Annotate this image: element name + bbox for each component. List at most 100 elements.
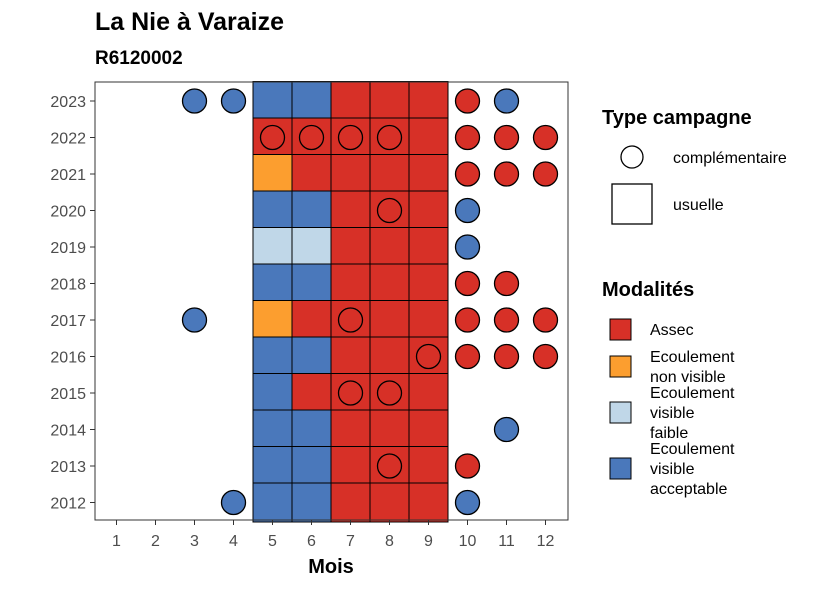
legend: Type campagne complémentaire usuelle Modali… (602, 107, 787, 498)
point-2015-8 (376, 380, 403, 406)
cell-2018-8 (369, 263, 410, 304)
cell-2018-7 (330, 263, 371, 304)
point-2015-7 (337, 380, 364, 406)
legend-swatch (609, 355, 632, 378)
x-axis-label: Mois (308, 556, 354, 578)
point-2022-8 (376, 124, 403, 151)
y-tick-label: 2013 (50, 459, 86, 476)
y-tick-label: 2017 (50, 313, 86, 330)
point-2022-11 (493, 124, 520, 151)
x-tick-label: 4 (229, 533, 238, 550)
cell-2013-5 (252, 446, 293, 486)
x-tick-label: 5 (268, 533, 277, 550)
cell-2017-8 (369, 300, 410, 340)
cell-2020-6 (291, 190, 332, 231)
legend-label-line: faible (650, 425, 688, 442)
legend-title-modalites: Modalités (602, 279, 694, 301)
cell-2019-6 (291, 227, 332, 267)
point-2022-7 (337, 124, 364, 151)
point-2023-10 (454, 88, 481, 114)
legend-swatch (609, 457, 632, 480)
point-2019-10 (454, 234, 481, 260)
point-2016-9 (415, 343, 442, 370)
x-tick-label: 10 (459, 533, 477, 550)
cell-2021-8 (369, 154, 410, 194)
y-axis: 2012 2013 2014 2015 2016 2017 2018 2019 2020 2021… (50, 94, 95, 513)
point-2020-10 (454, 197, 481, 224)
cell-2019-5 (252, 227, 293, 267)
cell-2013-7 (330, 446, 371, 486)
y-tick-label: 2012 (50, 496, 86, 513)
x-tick-label: 3 (190, 533, 199, 550)
x-axis: 1 2 3 4 5 6 7 8 9 10 11 12 (112, 520, 555, 550)
y-tick-label: 2023 (50, 94, 86, 111)
y-tick-label: 2015 (50, 386, 86, 403)
cell-2021-6 (291, 154, 332, 194)
point-2023-3 (181, 88, 208, 114)
x-tick-label: 8 (385, 533, 394, 550)
legend-label-line: Assec (650, 322, 694, 339)
cell-2017-6 (291, 300, 332, 340)
plot-area (94, 81, 569, 523)
point-2021-10 (454, 161, 481, 187)
legend-label-line: acceptable (650, 481, 727, 498)
cell-2018-5 (252, 263, 293, 304)
legend-label-line: visible (650, 405, 695, 422)
chart-subtitle: R6120002 (95, 48, 183, 69)
point-2018-10 (454, 270, 481, 297)
cell-2014-9 (408, 409, 449, 450)
cell-2015-5 (252, 373, 293, 413)
legend-title-type: Type campagne (602, 107, 752, 129)
cell-2017-5 (252, 300, 293, 340)
cell-2022-9 (408, 117, 449, 158)
cell-2012-8 (369, 482, 410, 523)
cell-2016-7 (330, 336, 371, 377)
y-tick-label: 2016 (50, 350, 86, 367)
cell-2019-7 (330, 227, 371, 267)
cell-2021-7 (330, 154, 371, 194)
x-tick-label: 12 (537, 533, 555, 550)
legend-label-line: Ecoulement (650, 385, 735, 402)
cell-2023-6 (291, 81, 332, 121)
point-2021-11 (493, 161, 520, 187)
cell-2013-6 (291, 446, 332, 486)
point-2017-12 (532, 307, 559, 333)
cell-2015-9 (408, 373, 449, 413)
legend-label-line: visible (650, 461, 695, 478)
cell-2012-7 (330, 482, 371, 523)
legend-swatch (609, 318, 632, 341)
cell-2021-5 (252, 154, 293, 194)
point-2014-11 (493, 416, 520, 443)
point-2017-3 (181, 307, 208, 333)
point-2013-8 (376, 453, 403, 479)
y-tick-label: 2018 (50, 277, 86, 294)
point-2022-12 (532, 124, 559, 151)
point-2022-6 (298, 124, 325, 151)
point-2022-10 (454, 124, 481, 151)
cell-2023-7 (330, 81, 371, 121)
cell-2014-5 (252, 409, 293, 450)
x-tick-label: 6 (307, 533, 316, 550)
legend-label: Ecoulement visible faible (650, 385, 735, 442)
y-tick-label: 2020 (50, 204, 86, 221)
cell-2014-8 (369, 409, 410, 450)
cell-2020-5 (252, 190, 293, 231)
cell-2015-6 (291, 373, 332, 413)
cell-2023-9 (408, 81, 449, 121)
y-tick-label: 2014 (50, 423, 86, 440)
point-2016-11 (493, 343, 520, 370)
point-2017-10 (454, 307, 481, 333)
point-2012-4 (220, 489, 247, 516)
x-tick-label: 11 (498, 533, 515, 550)
point-2012-10 (454, 489, 481, 516)
point-2021-12 (532, 161, 559, 187)
point-2016-10 (454, 343, 481, 370)
y-tick-label: 2021 (50, 167, 86, 184)
cell-2019-9 (408, 227, 449, 267)
cell-2017-9 (408, 300, 449, 340)
point-2016-12 (532, 343, 559, 370)
legend-label: usuelle (673, 197, 724, 214)
point-2018-11 (493, 270, 520, 297)
cell-2014-6 (291, 409, 332, 450)
cell-2012-9 (408, 482, 449, 523)
